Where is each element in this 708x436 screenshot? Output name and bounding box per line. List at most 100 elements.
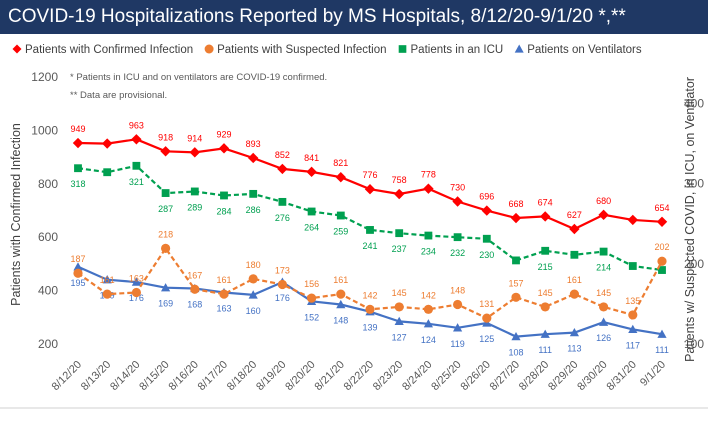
marker-circle xyxy=(511,292,521,302)
data-point xyxy=(366,226,374,234)
marker-diamond xyxy=(72,137,84,149)
legend-label: Patients with Suspected Infection xyxy=(217,44,386,56)
data-label: 929 xyxy=(216,129,231,139)
data-label: 176 xyxy=(275,293,290,303)
marker-triangle xyxy=(628,324,638,334)
marker-square xyxy=(395,229,404,238)
data-point xyxy=(336,211,345,220)
data-label: 145 xyxy=(596,288,611,298)
data-point xyxy=(102,138,113,149)
data-point xyxy=(423,183,434,194)
data-point xyxy=(482,234,491,243)
marker-diamond xyxy=(160,146,171,157)
legend-item: Patients with Suspected Infection xyxy=(204,44,387,56)
data-point xyxy=(131,134,142,145)
legend-label: Patients in an ICU xyxy=(411,44,504,56)
marker-square xyxy=(74,164,82,173)
data-point xyxy=(482,313,492,323)
x-tick-label: 8/30/20 xyxy=(575,359,609,393)
x-tick-label: 8/25/20 xyxy=(429,359,463,393)
data-point xyxy=(511,331,521,341)
data-label: 668 xyxy=(508,199,523,209)
data-point xyxy=(277,163,288,175)
data-label: 230 xyxy=(479,250,494,260)
data-label: 195 xyxy=(70,278,85,288)
marker-diamond xyxy=(452,196,463,207)
data-point xyxy=(219,289,229,299)
data-point xyxy=(599,317,609,326)
x-tick-label: 8/24/20 xyxy=(400,359,434,393)
data-label: 215 xyxy=(538,262,553,272)
data-point xyxy=(306,166,317,178)
marker-diamond xyxy=(189,147,200,158)
data-label: 202 xyxy=(654,242,669,252)
data-label: 119 xyxy=(450,339,464,349)
data-point xyxy=(657,329,667,338)
y-axis-title: Patients with Confirmed Infection xyxy=(9,123,23,306)
data-label: 142 xyxy=(421,290,436,300)
marker-diamond xyxy=(510,212,522,224)
marker-triangle xyxy=(423,319,433,328)
x-tick-label: 8/27/20 xyxy=(488,359,522,393)
data-label: 852 xyxy=(275,150,290,160)
data-point xyxy=(307,293,317,303)
marker-circle xyxy=(453,299,463,310)
data-point xyxy=(394,316,404,326)
data-label: 163 xyxy=(129,273,144,283)
marker-circle xyxy=(102,289,112,299)
marker-diamond xyxy=(481,205,492,216)
x-tick-label: 8/18/20 xyxy=(225,359,259,393)
marker-square xyxy=(398,45,407,53)
data-point xyxy=(132,161,141,170)
data-point xyxy=(249,189,258,198)
data-point xyxy=(218,143,230,154)
data-label: 286 xyxy=(246,205,261,215)
data-label: 654 xyxy=(654,203,669,213)
x-tick-label: 8/12/20 xyxy=(50,359,84,393)
chart-svg: Patients with Confirmed Infection Patient… xyxy=(0,44,708,409)
data-point xyxy=(365,304,375,314)
y-tick-label: 200 xyxy=(38,337,58,351)
data-label: 117 xyxy=(626,340,640,350)
x-tick-label: 8/16/20 xyxy=(166,359,200,393)
data-point xyxy=(656,216,668,227)
marker-square xyxy=(132,161,141,170)
chart-title: COVID-19 Hospitalizations Reported by MS… xyxy=(8,6,626,27)
data-label: 237 xyxy=(392,244,407,254)
data-label: 241 xyxy=(362,241,377,251)
data-label: 218 xyxy=(158,229,173,239)
marker-diamond xyxy=(306,166,317,178)
marker-circle xyxy=(365,304,375,314)
data-point xyxy=(599,247,608,256)
marker-square xyxy=(599,247,608,256)
data-point xyxy=(453,299,463,310)
data-label: 918 xyxy=(158,132,173,142)
data-label: 963 xyxy=(129,120,144,130)
data-label: 125 xyxy=(479,334,494,344)
data-label: 674 xyxy=(538,197,553,207)
data-label: 893 xyxy=(246,139,261,149)
x-tick-label: 8/21/20 xyxy=(312,359,346,393)
data-point xyxy=(394,188,405,200)
marker-circle xyxy=(482,313,492,323)
data-label: 168 xyxy=(187,299,202,309)
data-point xyxy=(569,289,580,299)
marker-diamond xyxy=(569,223,580,235)
data-point xyxy=(540,329,550,338)
legend-label: Patients on Ventilators xyxy=(527,44,642,56)
marker-square xyxy=(278,197,287,206)
data-point xyxy=(423,319,433,328)
data-label: 758 xyxy=(392,175,407,185)
data-point xyxy=(277,279,287,290)
data-label: 321 xyxy=(129,177,144,187)
y2-tick-label: 300 xyxy=(684,177,704,191)
marker-diamond xyxy=(423,183,434,194)
marker-square xyxy=(336,211,345,220)
marker-circle xyxy=(394,302,404,312)
x-tick-label: 8/19/20 xyxy=(254,359,288,393)
marker-square xyxy=(658,266,666,274)
legend-item: Patients with Confirmed Infection xyxy=(12,44,193,56)
data-label: 148 xyxy=(450,286,465,296)
data-point xyxy=(627,214,638,226)
